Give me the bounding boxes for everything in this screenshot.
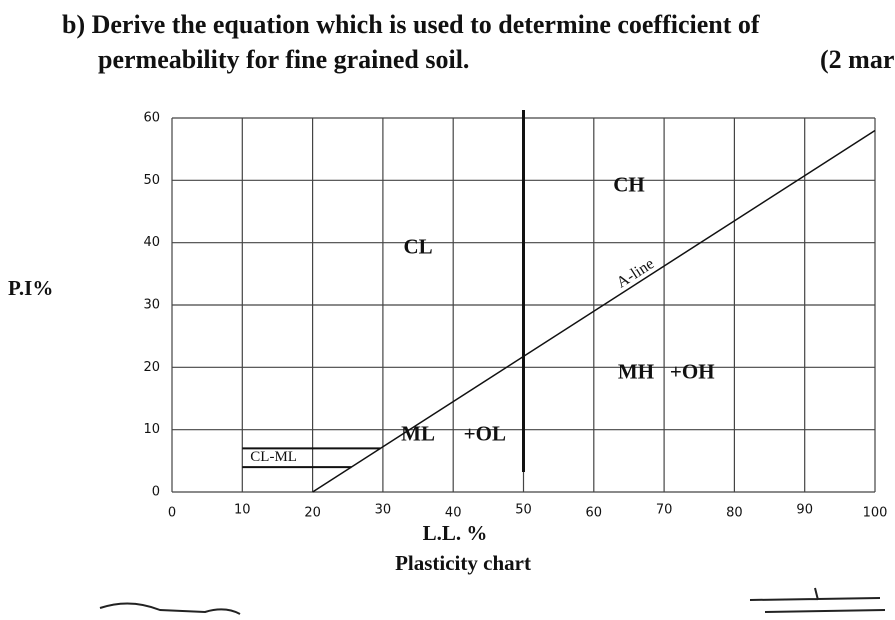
y-tick-label: 10: [143, 422, 160, 437]
x-tick-label: 10: [234, 503, 251, 518]
marks: (2 mar: [820, 45, 894, 74]
a-line: [312, 129, 876, 493]
x-tick-label: 80: [726, 506, 743, 521]
scribble: [749, 587, 886, 613]
question-line: permeability for fine grained soil.: [98, 45, 469, 74]
x-tick-label: 70: [656, 503, 673, 518]
zone-label: +OH: [670, 359, 715, 383]
x-tick-label: 100: [863, 506, 888, 521]
zone-label: CL: [403, 235, 432, 259]
y-tick-label: 40: [143, 235, 160, 250]
x-tick-label: 40: [445, 506, 462, 521]
x-axis-label: L.L. %: [423, 521, 488, 545]
scribble: [99, 602, 241, 615]
y-tick-label: 60: [143, 111, 160, 126]
zone-label: ML: [401, 422, 435, 446]
y-tick-label: 20: [143, 360, 160, 375]
zone-label: +OL: [464, 422, 506, 446]
x-tick-label: 0: [168, 506, 176, 521]
cl-ml-label: CL-ML: [250, 449, 297, 465]
line-label: A-line: [614, 255, 658, 291]
x-tick-label: 20: [304, 506, 321, 521]
y-tick-label: 30: [143, 298, 160, 313]
question-line: b) Derive the equation which is used to …: [62, 10, 760, 39]
caption: Plasticity chart: [395, 551, 531, 575]
x-tick-label: 30: [375, 503, 392, 518]
x-tick-label: 90: [796, 503, 813, 518]
y-axis-label: P.I%: [8, 276, 53, 300]
zone-label: MH: [618, 359, 654, 383]
y-tick-label: 0: [152, 485, 160, 500]
zone-label: CH: [613, 172, 645, 196]
x-tick-label: 50: [515, 503, 532, 518]
y-tick-label: 50: [143, 173, 160, 188]
x-tick-label: 60: [586, 506, 603, 521]
